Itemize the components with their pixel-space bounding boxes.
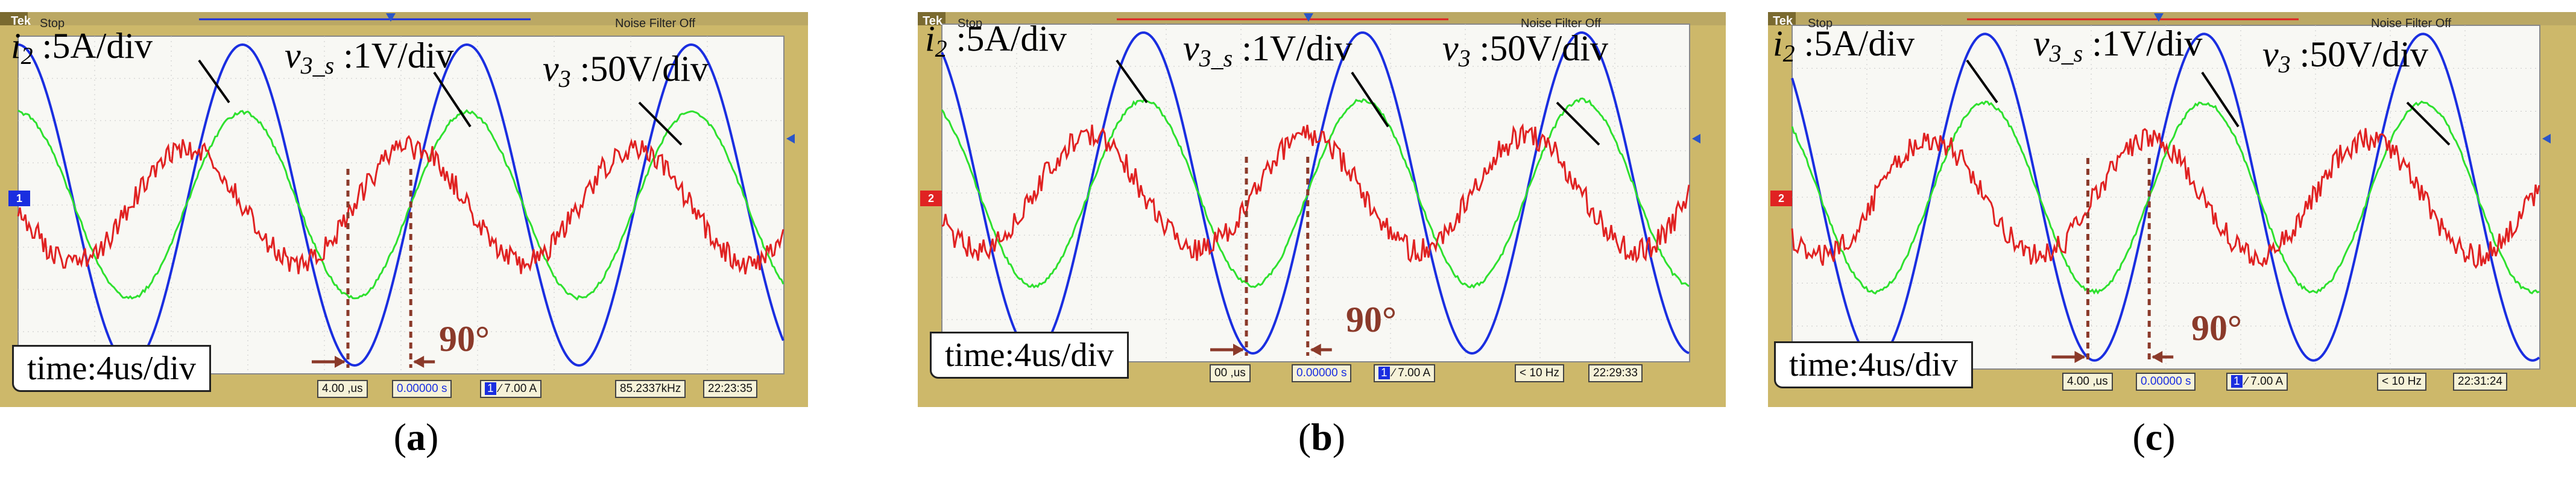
trace-i2 bbox=[1791, 33, 2540, 362]
phase-angle-label: 90° bbox=[2191, 308, 2242, 348]
trigger-level: ∕ 7.00 A bbox=[2245, 375, 2284, 388]
panel-b: Tek Stop Noise Filter Off 2 i2 :5A/div v… bbox=[918, 0, 1726, 480]
header-state: Stop bbox=[1808, 17, 1833, 30]
trigger-position-marker bbox=[386, 13, 396, 22]
status-frequency: 85.2337kHz bbox=[615, 380, 686, 398]
time-scale-label: time:4us/div bbox=[1774, 341, 1973, 388]
caption-b: (b) bbox=[1298, 415, 1346, 458]
trace-v3s bbox=[1791, 100, 2540, 295]
channel-badge: 1 bbox=[8, 191, 30, 206]
trace-i2 bbox=[941, 31, 1690, 355]
header-brand: Tek bbox=[11, 14, 31, 28]
panel-a: Tek Stop Noise Filter Off 1 i2 :5A/div v… bbox=[0, 0, 808, 480]
header-filter: Noise Filter Off bbox=[615, 17, 695, 30]
status-delay: 0.00000 s bbox=[392, 380, 452, 398]
header-brand: Tek bbox=[923, 14, 942, 28]
label-v3s: v3_s :1V/div bbox=[285, 36, 454, 79]
scope-brand-tab bbox=[918, 12, 945, 25]
trigger-level-marker bbox=[786, 134, 795, 144]
status-trigger: 1 ∕ 7.00 A bbox=[480, 380, 542, 398]
trigger-channel: 1 bbox=[2231, 375, 2243, 388]
scope-svg-a bbox=[0, 12, 808, 407]
phase-angle-label: 90° bbox=[439, 319, 490, 359]
status-trigger: 1 ∕ 7.00 A bbox=[2226, 373, 2288, 391]
phase-arrow-left-head bbox=[335, 356, 346, 368]
label-i2: i2 :5A/div bbox=[1773, 24, 1915, 67]
scope-screen-c bbox=[1768, 12, 2576, 407]
label-i2: i2 :5A/div bbox=[925, 19, 1067, 62]
caption-c: (c) bbox=[2132, 415, 2176, 458]
trace-v3 bbox=[17, 134, 784, 275]
trigger-level-marker bbox=[2542, 134, 2551, 144]
trace-v3 bbox=[941, 123, 1690, 264]
label-leader-1 bbox=[1351, 71, 1389, 128]
phase-arrow-right-head bbox=[1310, 344, 1321, 356]
status-frequency: < 10 Hz bbox=[1515, 364, 1565, 382]
phase-angle-label: 90° bbox=[1346, 300, 1397, 339]
label-i2: i2 :5A/div bbox=[11, 26, 153, 69]
panel-c: Tek Stop Noise Filter Off 2 i2 :5A/div v… bbox=[1768, 0, 2576, 480]
label-leader-0 bbox=[1966, 59, 1998, 104]
scope-screen-b bbox=[918, 12, 1726, 407]
trigger-level: ∕ 7.00 A bbox=[1392, 367, 1431, 379]
trigger-position-marker bbox=[2154, 13, 2164, 22]
status-frequency: < 10 Hz bbox=[2377, 373, 2427, 391]
scope-brand-tab bbox=[1768, 12, 1796, 25]
header-state: Stop bbox=[40, 17, 65, 30]
header-filter: Noise Filter Off bbox=[2371, 17, 2451, 30]
header-brand: Tek bbox=[1773, 14, 1793, 28]
time-scale-label: time:4us/div bbox=[930, 332, 1129, 379]
scope-brand-tab bbox=[0, 12, 28, 25]
scope-svg-c bbox=[1768, 12, 2576, 407]
scope-svg-b bbox=[918, 12, 1726, 407]
trigger-level-marker bbox=[1692, 134, 1700, 144]
trigger-channel: 1 bbox=[485, 382, 496, 395]
trigger-position-marker bbox=[1304, 13, 1313, 22]
phase-arrow-left-head bbox=[2074, 351, 2086, 363]
status-timebase: 4.00 ,us bbox=[317, 380, 368, 398]
channel-badge: 2 bbox=[1770, 191, 1792, 206]
status-clock: 22:23:35 bbox=[703, 380, 757, 398]
caption-a: (a) bbox=[393, 415, 439, 458]
label-leader-1 bbox=[433, 71, 472, 128]
label-v3s: v3_s :1V/div bbox=[2033, 24, 2203, 67]
status-clock: 22:31:24 bbox=[2453, 373, 2507, 391]
phase-arrow-right-head bbox=[2151, 351, 2163, 363]
trace-v3 bbox=[1791, 128, 2540, 270]
status-clock: 22:29:33 bbox=[1588, 364, 1643, 382]
header-state: Stop bbox=[958, 17, 983, 30]
label-v3: v3 :50V/div bbox=[2262, 34, 2428, 78]
channel-badge: 2 bbox=[920, 191, 942, 206]
label-leader-2 bbox=[638, 101, 683, 146]
scope-screen-a bbox=[0, 12, 808, 407]
label-v3s: v3_s :1V/div bbox=[1183, 28, 1353, 72]
time-scale-label: time:4us/div bbox=[12, 345, 211, 392]
trigger-level: ∕ 7.00 A bbox=[499, 382, 537, 395]
trace-v3s bbox=[17, 109, 784, 301]
status-delay: 0.00000 s bbox=[1292, 364, 1352, 382]
trigger-channel: 1 bbox=[1378, 367, 1390, 379]
label-leader-0 bbox=[1116, 59, 1148, 104]
label-leader-2 bbox=[1556, 101, 1600, 146]
label-v3: v3 :50V/div bbox=[543, 49, 709, 92]
status-timebase: 4.00 ,us bbox=[2062, 373, 2113, 391]
status-delay: 0.00000 s bbox=[2136, 373, 2196, 391]
label-leader-1 bbox=[2201, 71, 2240, 128]
phase-arrow-left-head bbox=[1233, 344, 1245, 356]
status-trigger: 1 ∕ 7.00 A bbox=[1374, 364, 1436, 382]
status-timebase: 00 ,us bbox=[1210, 364, 1251, 382]
label-leader-0 bbox=[198, 59, 230, 104]
header-filter: Noise Filter Off bbox=[1521, 17, 1601, 30]
label-leader-2 bbox=[2406, 101, 2451, 146]
label-v3: v3 :50V/div bbox=[1442, 28, 1608, 72]
phase-arrow-right-head bbox=[413, 356, 425, 368]
